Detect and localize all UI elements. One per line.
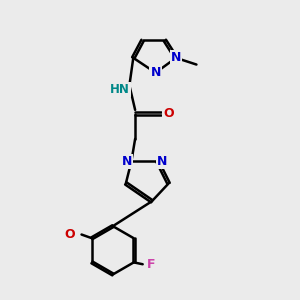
Text: O: O [64,228,75,241]
Text: N: N [157,154,167,168]
Text: HN: HN [110,83,130,96]
Text: N: N [171,51,181,64]
Text: F: F [147,258,155,271]
Text: N: N [150,66,161,79]
Text: O: O [163,107,174,120]
Text: N: N [122,154,132,168]
